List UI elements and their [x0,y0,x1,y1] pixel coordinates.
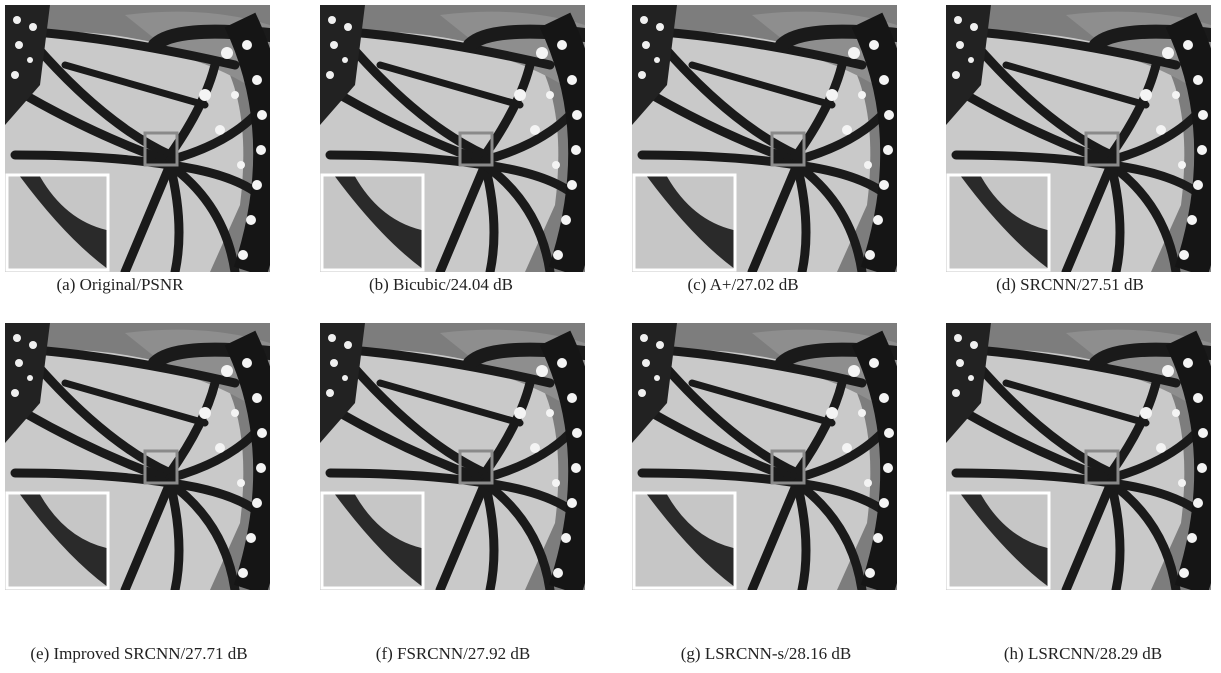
caption: (d) SRCNN/27.51 dB [996,275,1144,294]
image-f [320,323,585,590]
caption: (g) LSRCNN-s/28.16 dB [681,644,851,663]
image-e [5,323,270,590]
caption: (c) A+/27.02 dB [687,275,798,294]
image-g [632,323,897,590]
image-a [5,5,270,272]
image-h [946,323,1211,590]
caption: (e) Improved SRCNN/27.71 dB [30,644,247,663]
image-d [946,5,1211,272]
caption: (b) Bicubic/24.04 dB [369,275,513,294]
caption: (h) LSRCNN/28.29 dB [1004,644,1162,663]
figure: (a) Original/PSNR (b) Bicubic/24.04 dB (… [0,0,1221,673]
caption: (a) Original/PSNR [56,275,184,294]
image-b [320,5,585,272]
caption: (f) FSRCNN/27.92 dB [376,644,530,663]
image-c [632,5,897,272]
